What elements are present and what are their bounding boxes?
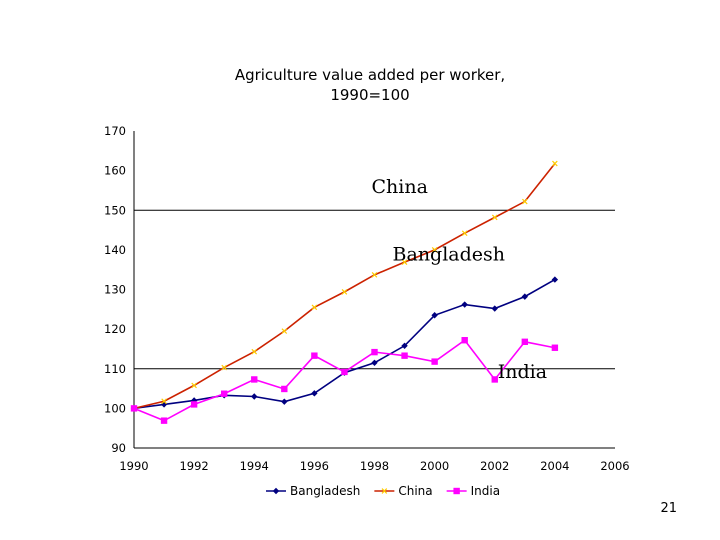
y-tick-label: 90 <box>111 441 126 455</box>
data-point-india <box>371 348 378 356</box>
y-tick-label: 160 <box>104 164 126 178</box>
gridlines <box>134 209 615 370</box>
chart-title-line-1: Agriculture value added per worker, <box>235 66 505 84</box>
data-point-india <box>190 401 198 408</box>
legend-item-china: China <box>374 484 433 498</box>
chart-title-line-2: 1990=100 <box>330 86 409 104</box>
x-tick-label: 1992 <box>179 459 208 473</box>
data-point-india <box>251 376 258 383</box>
data-point-china <box>461 230 468 237</box>
data-point-india <box>220 390 228 397</box>
series-group <box>130 160 559 424</box>
legend-label: China <box>398 484 432 498</box>
legend-swatch-marker <box>453 487 460 495</box>
legend-swatch-marker <box>381 488 388 494</box>
data-point-india <box>160 417 168 424</box>
data-point-china <box>281 328 288 334</box>
data-point-bangladesh <box>521 293 529 300</box>
legend-item-india: India <box>446 484 500 498</box>
series-bangladesh <box>130 276 559 412</box>
data-point-bangladesh <box>281 398 288 405</box>
annotation-china: China <box>371 176 427 198</box>
x-tick-label: 1998 <box>360 459 389 473</box>
data-point-bangladesh <box>311 390 318 397</box>
y-tick-label: 170 <box>104 124 126 138</box>
page-number: 21 <box>660 501 677 516</box>
y-tick-labels: 170 160 150 140 130 120 110 100 90 <box>104 124 126 455</box>
data-point-china <box>341 289 348 295</box>
legend-label: Bangladesh <box>290 484 360 498</box>
data-point-china <box>221 364 228 371</box>
data-point-bangladesh <box>401 342 408 349</box>
data-point-china <box>491 214 498 221</box>
y-tick-label: 140 <box>104 243 126 257</box>
legend-label: India <box>471 484 500 498</box>
series-line-bangladesh <box>133 278 556 410</box>
data-point-china <box>161 398 167 405</box>
data-point-bangladesh <box>371 359 378 367</box>
data-point-india <box>130 405 138 412</box>
data-point-china <box>431 247 438 253</box>
data-point-bangladesh <box>551 276 559 283</box>
x-tick-label: 1990 <box>119 459 148 473</box>
data-point-bangladesh <box>431 312 438 319</box>
data-point-bangladesh <box>160 401 168 408</box>
annotation-india: India <box>498 361 547 383</box>
data-point-china <box>191 382 197 389</box>
x-tick-label: 1994 <box>240 459 269 473</box>
data-point-india <box>311 352 318 359</box>
y-tick-label: 120 <box>104 322 126 336</box>
data-point-india <box>461 337 468 344</box>
legend-swatch-marker <box>272 487 280 495</box>
y-tick-label: 110 <box>104 362 126 376</box>
y-tick-label: 100 <box>104 401 126 415</box>
data-point-china <box>251 348 258 355</box>
data-point-india <box>431 358 438 365</box>
data-point-china <box>552 160 558 167</box>
series-china <box>131 160 558 412</box>
legend: Bangladesh China India <box>266 484 500 498</box>
x-tick-labels: 1990 1992 1994 1996 1998 2000 2002 2004 2006 <box>119 459 629 473</box>
data-point-india <box>521 338 529 346</box>
series-india <box>130 337 559 424</box>
y-tick-label: 130 <box>104 283 126 297</box>
data-point-india <box>401 352 408 359</box>
legend-item-bangladesh: Bangladesh <box>266 484 360 498</box>
data-point-china <box>521 198 528 205</box>
data-point-india <box>281 385 288 393</box>
y-tick-label: 150 <box>104 203 126 217</box>
annotation-bangladesh: Bangladesh <box>393 244 506 266</box>
data-point-china <box>401 259 408 265</box>
x-tick-label: 2000 <box>420 459 449 473</box>
data-point-india <box>551 344 559 351</box>
x-tick-label: 2002 <box>480 459 509 473</box>
data-point-bangladesh <box>461 301 468 308</box>
x-tick-label: 2006 <box>600 459 629 473</box>
annotations: China Bangladesh India <box>371 176 547 383</box>
data-point-china <box>371 272 378 278</box>
data-point-bangladesh <box>251 393 258 400</box>
data-point-bangladesh <box>491 305 498 312</box>
data-point-india <box>491 376 498 383</box>
x-tick-label: 2004 <box>540 459 569 473</box>
data-point-india <box>341 368 348 376</box>
x-tick-label: 1996 <box>300 459 329 473</box>
data-point-china <box>311 304 318 311</box>
